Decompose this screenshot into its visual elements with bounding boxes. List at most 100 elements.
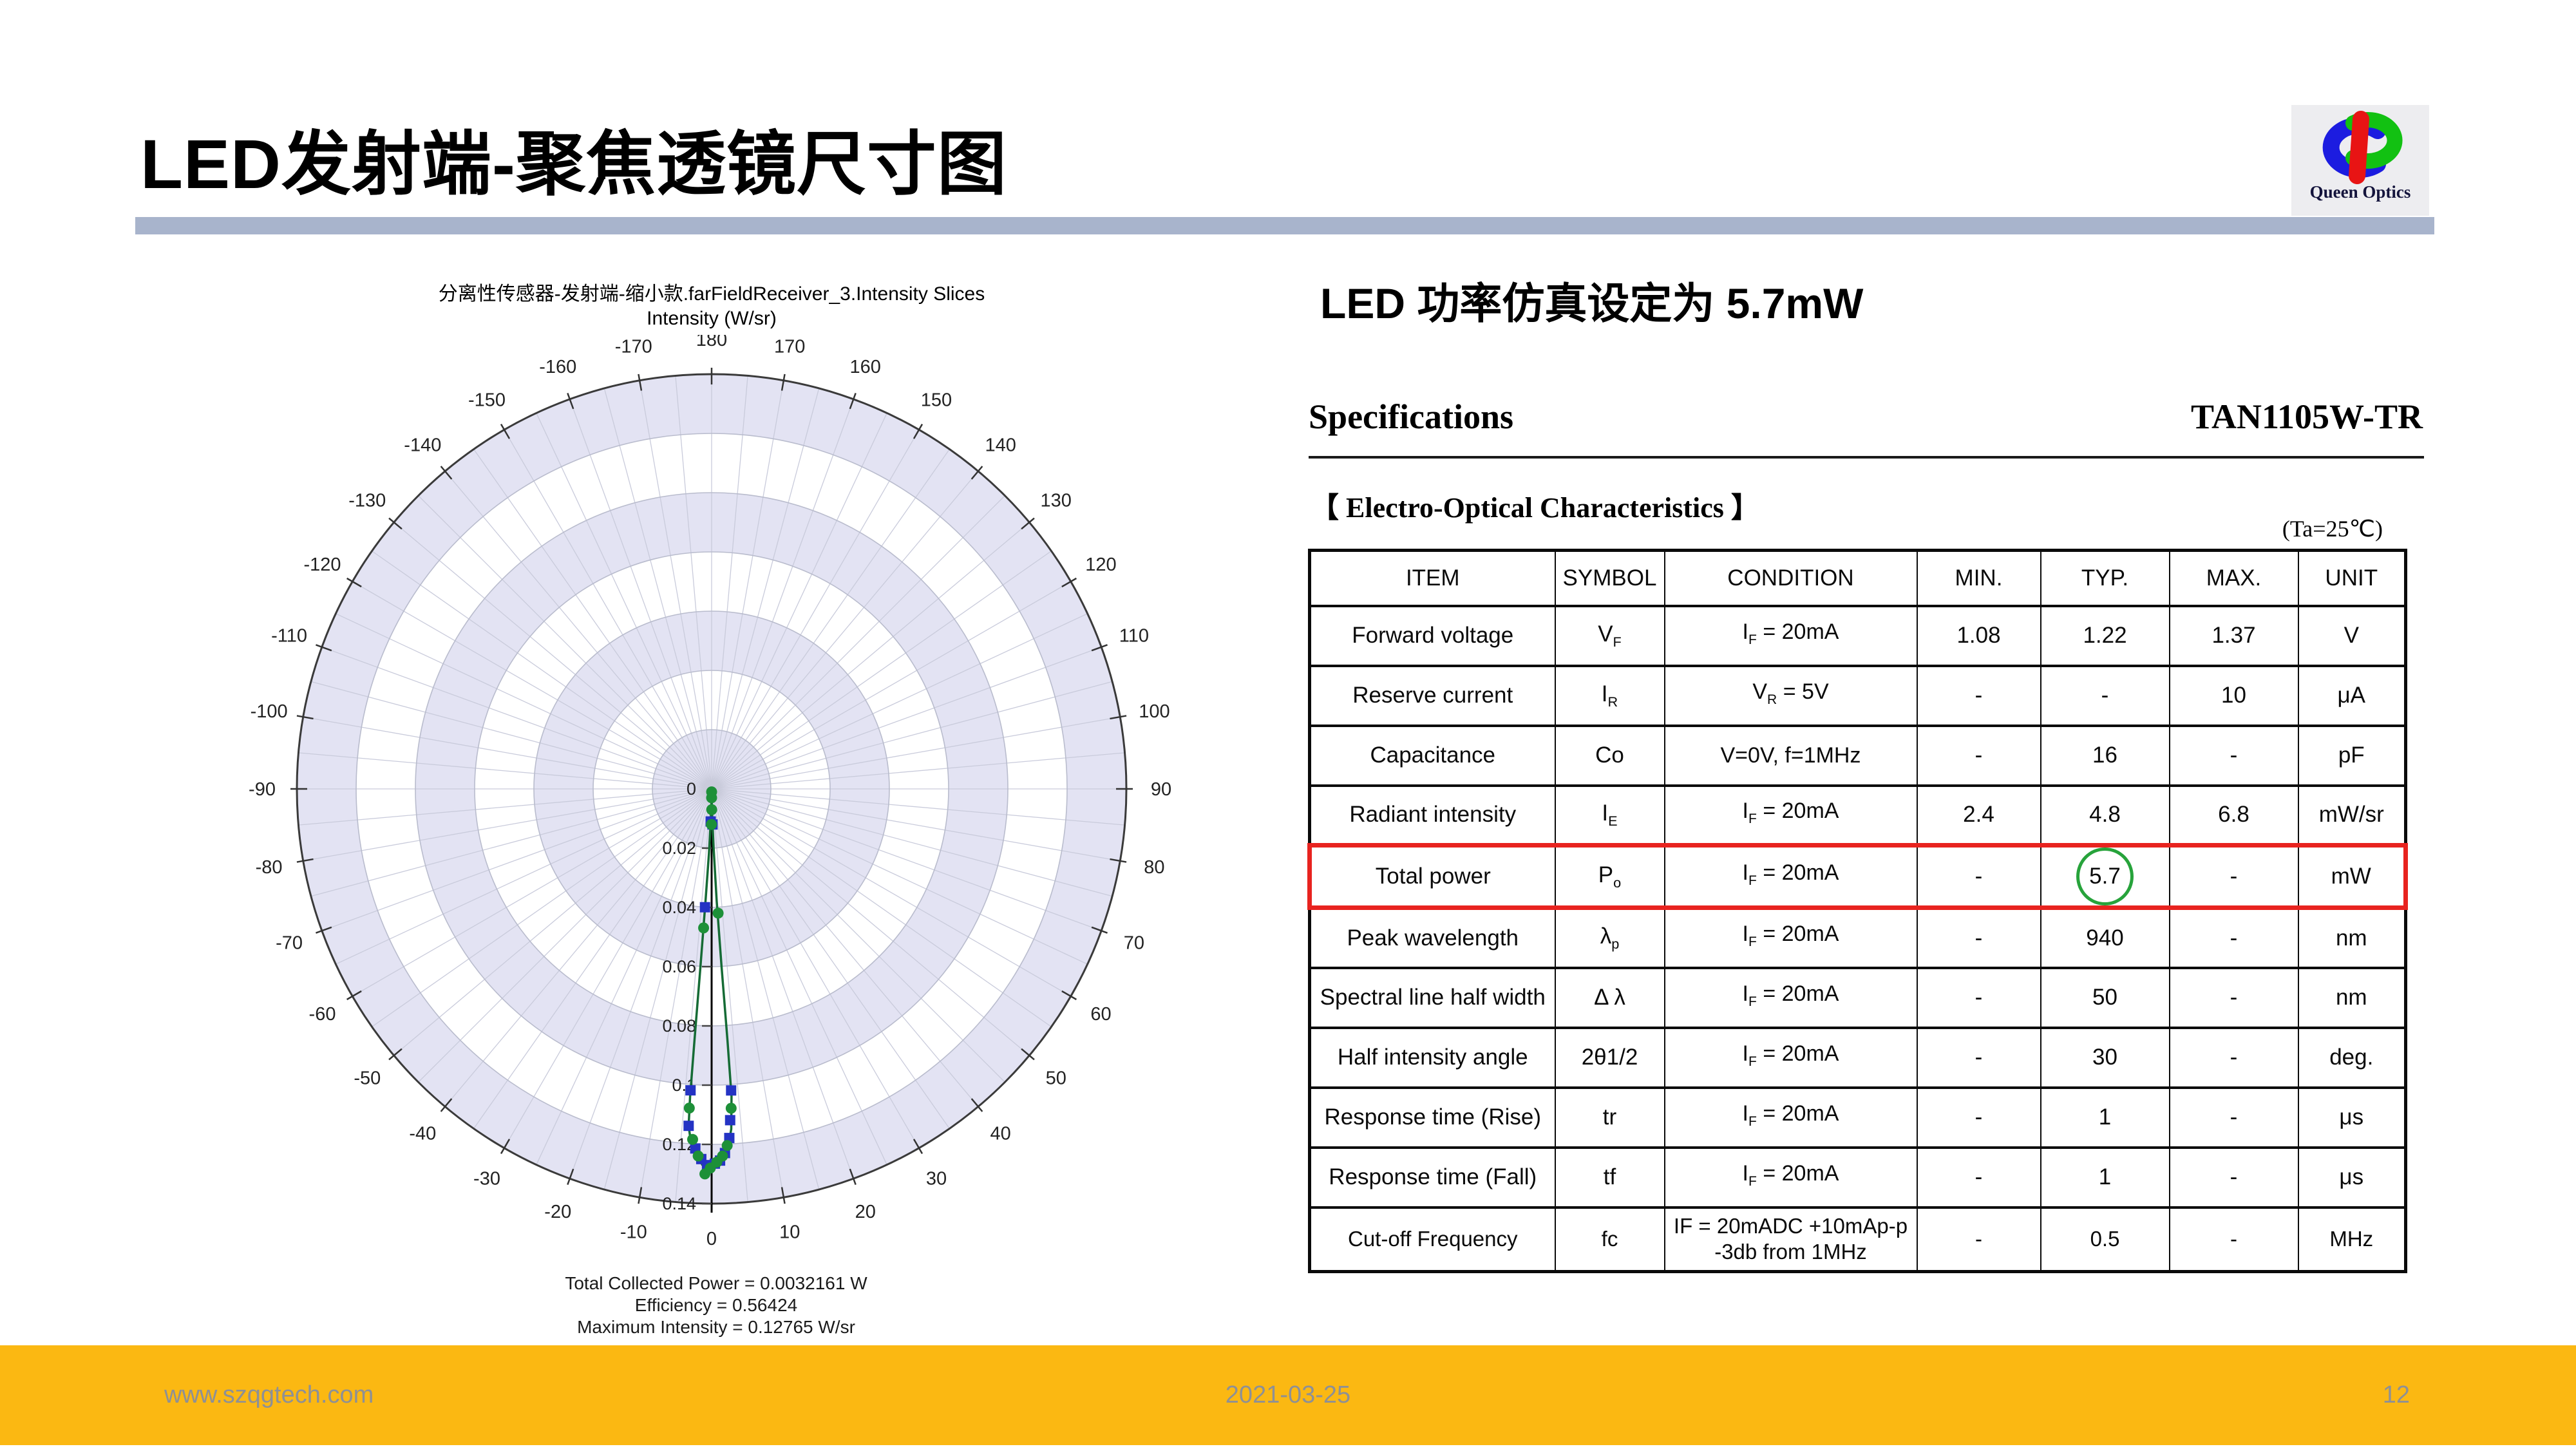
cell-condition: VR = 5V: [1663, 664, 1917, 726]
cell-item: Response time (Rise): [1309, 1086, 1555, 1148]
svg-text:0.06: 0.06: [662, 957, 696, 976]
svg-text:-80: -80: [256, 857, 283, 878]
title-divider: [135, 217, 2434, 234]
cell-symbol: Po: [1554, 843, 1665, 910]
cell-typ: 4.8: [2040, 784, 2170, 846]
svg-text:0.04: 0.04: [662, 898, 696, 917]
cell-condition: IF = 20mA: [1663, 604, 1917, 666]
footer-date: 2021-03-25: [1225, 1381, 1351, 1408]
svg-text:-140: -140: [404, 435, 441, 455]
footer-bar: www.szqgtech.com 2021-03-25 12: [0, 1345, 2576, 1445]
cell-unit: μs: [2297, 1086, 2406, 1148]
stat-efficiency: Efficiency = 0.56424: [634, 1295, 798, 1315]
cell-min: -: [1916, 1206, 2041, 1272]
cell-symbol: fc: [1554, 1206, 1665, 1272]
svg-text:150: 150: [921, 390, 952, 411]
cell-item: Forward voltage: [1309, 604, 1555, 666]
svg-text:-130: -130: [348, 490, 386, 511]
stat-max-intensity: Maximum Intensity = 0.12765 W/sr: [577, 1317, 855, 1337]
spec-divider-rule: [1309, 456, 2424, 459]
cell-min: -: [1916, 966, 2041, 1028]
cell-symbol: λp: [1554, 906, 1665, 968]
cell-item: Total power: [1307, 843, 1555, 910]
cell-symbol: Co: [1554, 724, 1665, 786]
chart-stats: Total Collected Power = 0.0032161 W Effi…: [258, 1273, 1175, 1338]
cell-typ: 1: [2040, 1086, 2170, 1148]
column-header-condition: CONDITION: [1663, 550, 1917, 606]
cell-condition: IF = 20mA: [1663, 843, 1917, 910]
spec-header-row: Specifications TAN1105W-TR: [1309, 397, 2423, 437]
cell-typ: 940: [2040, 906, 2170, 968]
cell-typ: 1: [2040, 1146, 2170, 1208]
svg-text:-110: -110: [271, 625, 307, 646]
cell-max: 10: [2168, 664, 2298, 726]
cell-item: Radiant intensity: [1309, 784, 1555, 846]
svg-text:130: 130: [1041, 490, 1072, 511]
svg-text:-150: -150: [468, 390, 506, 411]
cell-unit: μs: [2297, 1146, 2406, 1208]
ambient-temperature-note: (Ta=25℃): [2282, 516, 2383, 542]
svg-text:170: 170: [774, 337, 805, 357]
spec-row-forward-voltage: Forward voltage VF IF = 20mA 1.08 1.22 1.37 V: [1309, 604, 2406, 666]
svg-text:-170: -170: [615, 337, 652, 357]
cell-unit: mW/sr: [2297, 784, 2406, 846]
cell-min: -: [1916, 1026, 2041, 1088]
svg-text:120: 120: [1085, 554, 1116, 575]
svg-text:20: 20: [855, 1202, 876, 1222]
column-header-unit: UNIT: [2297, 550, 2406, 606]
polar-chart: 180 170 160 150 140 130 120 110 100 90 80 70 60 50 40 3…: [245, 330, 1185, 1256]
cell-typ: 50: [2040, 966, 2170, 1028]
part-number: TAN1105W-TR: [2190, 397, 2423, 436]
svg-text:10: 10: [779, 1222, 800, 1242]
cell-max: -: [2168, 1206, 2298, 1272]
cell-min: 1.08: [1916, 604, 2041, 666]
spec-table-header-row: ITEM SYMBOL CONDITION MIN. TYP. MAX. UNIT: [1309, 550, 2406, 606]
cell-symbol: VF: [1554, 604, 1665, 666]
column-header-item: ITEM: [1309, 550, 1555, 606]
svg-text:180: 180: [696, 335, 727, 350]
svg-text:70: 70: [1124, 933, 1144, 954]
column-header-symbol: SYMBOL: [1554, 550, 1665, 606]
cell-unit: deg.: [2297, 1026, 2406, 1088]
spec-row-peak-wavelength: Peak wavelength λp IF = 20mA -940- nm: [1309, 906, 2406, 968]
green-circle-annotation: 5.7: [2076, 848, 2134, 905]
polar-plot-svg: 180 1701601501401301201101009080706050403…: [249, 330, 1171, 1249]
footer-website: www.szqgtech.com: [164, 1381, 374, 1408]
cell-condition: IF = 20mA: [1663, 966, 1917, 1028]
cell-condition: IF = 20mADC +10mAp-p -3db from 1MHz: [1663, 1206, 1917, 1272]
cell-condition: IF = 20mA: [1663, 1146, 1917, 1208]
svg-text:160: 160: [850, 357, 881, 377]
svg-text:0.14: 0.14: [662, 1194, 696, 1213]
cell-max: 6.8: [2168, 784, 2298, 846]
cell-min: -: [1916, 664, 2041, 726]
stat-total-power: Total Collected Power = 0.0032161 W: [565, 1273, 867, 1293]
cell-symbol: IR: [1554, 664, 1665, 726]
company-logo: Queen Optics: [2291, 105, 2429, 216]
cell-max: -: [2168, 1086, 2298, 1148]
cell-typ: 5.7: [2040, 843, 2170, 910]
svg-text:-100: -100: [251, 701, 288, 722]
svg-text:-30: -30: [473, 1168, 500, 1189]
cell-max: -: [2168, 966, 2298, 1028]
svg-text:-160: -160: [539, 357, 576, 377]
cell-min: -: [1916, 843, 2041, 910]
svg-text:60: 60: [1090, 1004, 1111, 1025]
cell-unit: MHz: [2297, 1206, 2406, 1272]
spec-row-radiant-intensity: Radiant intensity IE IF = 20mA 2.4 4.8 6.8 mW/…: [1309, 784, 2406, 846]
cell-condition: IF = 20mA: [1663, 1026, 1917, 1088]
column-header-max: MAX.: [2168, 550, 2298, 606]
svg-text:50: 50: [1046, 1068, 1066, 1089]
svg-text:0.02: 0.02: [662, 838, 696, 858]
cell-min: -: [1916, 1146, 2041, 1208]
cell-item: Spectral line half width: [1309, 966, 1555, 1028]
cell-symbol: tr: [1554, 1086, 1665, 1148]
cell-symbol: Δ λ: [1554, 966, 1665, 1028]
cell-typ: 1.22: [2040, 604, 2170, 666]
svg-text:-120: -120: [303, 554, 341, 575]
footer-page-number: 12: [2382, 1381, 2410, 1408]
cell-max: -: [2168, 1146, 2298, 1208]
svg-text:-70: -70: [276, 933, 303, 954]
svg-text:-20: -20: [544, 1202, 571, 1222]
electro-optical-section-label: 【 Electro-Optical Characteristics 】: [1311, 492, 1759, 524]
